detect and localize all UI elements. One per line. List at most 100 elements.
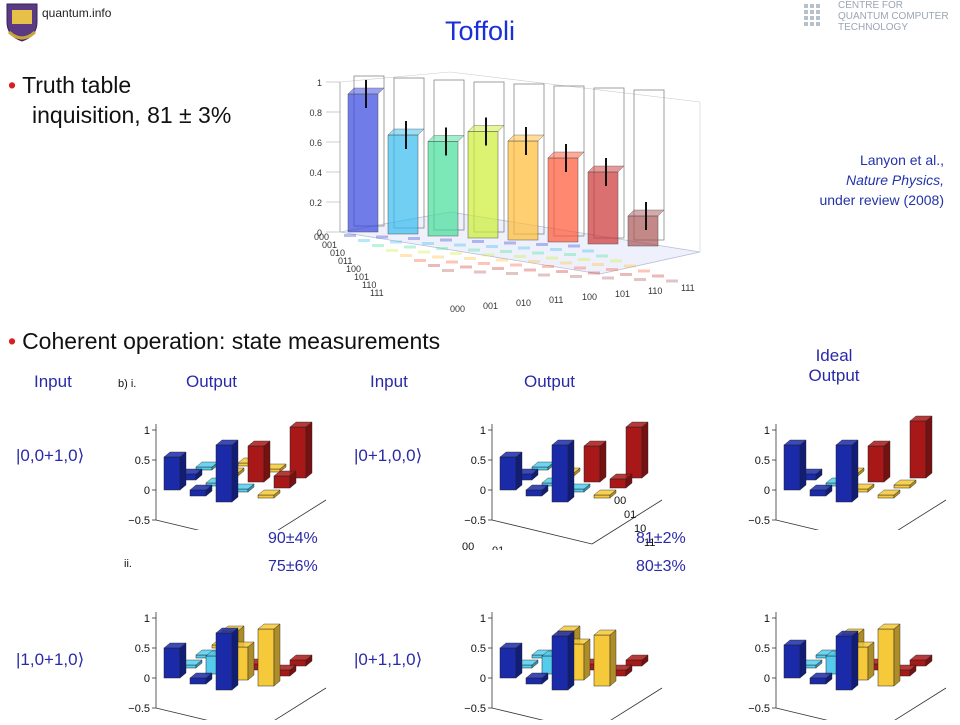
input-tick-label: 100 xyxy=(346,264,361,274)
z-tick-label: 0.5 xyxy=(471,455,486,467)
floor-cell xyxy=(582,249,594,253)
matrix-bar xyxy=(189,677,207,685)
floor-cell xyxy=(550,248,562,251)
z-tick-label: 0.5 xyxy=(135,643,150,655)
y-tick-label: 01 xyxy=(624,509,636,521)
matrix-bar-side xyxy=(583,638,591,681)
z-tick-label: −0.5 xyxy=(748,703,770,715)
label-ideal: Ideal Output xyxy=(798,346,870,386)
matrix-plot-r1-c1: 1 0.5 0 −0.5 xyxy=(112,390,332,545)
bullet-coherent-text: Coherent operation: state measurements xyxy=(22,328,441,354)
z-tick-label: 0.5 xyxy=(471,643,486,655)
output-tick-label: 010 xyxy=(516,298,531,308)
ket-row2-left: |1,0+1,0⟩ xyxy=(16,650,85,669)
floor-cell xyxy=(536,243,548,246)
matrix-bar-top xyxy=(583,440,607,447)
matrix-bar-top xyxy=(625,421,649,428)
university-crest-logo xyxy=(4,2,40,42)
matrix-bar xyxy=(783,444,801,491)
floor-cell xyxy=(436,247,448,250)
matrix-bar-top xyxy=(835,630,859,637)
matrix-bar-side xyxy=(231,439,239,503)
z-tick-label: 0 xyxy=(764,673,770,685)
floor-cell xyxy=(574,266,586,270)
bar xyxy=(467,131,499,239)
matrix-bar-side xyxy=(231,627,239,691)
z-tick-label: 1 xyxy=(144,613,150,625)
matrix-bar-side xyxy=(247,641,255,681)
matrix-bar xyxy=(583,445,601,483)
matrix-bar-side xyxy=(883,440,891,483)
z-tick-label: 0.8 xyxy=(309,108,322,118)
bar xyxy=(587,171,619,245)
matrix-bar-top xyxy=(877,623,901,630)
matrix-bar xyxy=(551,635,569,691)
floor-cell xyxy=(538,273,550,277)
matrix-bar-side xyxy=(305,421,313,479)
matrix-bar-top xyxy=(163,451,187,458)
z-tick-label: 0 xyxy=(480,485,486,497)
matrix-bar xyxy=(525,489,543,497)
matrix-bar-side xyxy=(609,629,617,687)
floor-cell xyxy=(528,260,540,263)
floor-cell xyxy=(560,261,572,265)
floor-cell xyxy=(592,263,604,266)
floor-cell xyxy=(524,268,536,272)
floor-cell xyxy=(358,239,370,242)
x-axis xyxy=(775,519,877,545)
floor-cell xyxy=(468,248,480,252)
matrix-bar xyxy=(257,494,275,499)
input-tick-label: 101 xyxy=(354,272,369,282)
bar xyxy=(507,140,539,241)
floor-cell xyxy=(390,240,402,244)
y-axis xyxy=(602,687,663,725)
matrix-bar-top xyxy=(551,439,575,446)
floor-cell xyxy=(652,274,664,278)
matrix-bar-top xyxy=(551,630,575,637)
matrix-bar xyxy=(247,445,265,483)
matrix-bar-top xyxy=(525,672,549,679)
matrix-bar xyxy=(893,484,911,489)
bar xyxy=(387,134,419,235)
panel-label-ii: ii. xyxy=(124,558,132,570)
floor-cell xyxy=(564,253,576,256)
matrix-bar xyxy=(163,456,181,491)
bar xyxy=(427,141,459,237)
logo-line2: QUANTUM COMPUTER xyxy=(838,11,949,22)
cqct-logo: CENTRE FOR QUANTUM COMPUTER TECHNOLOGY xyxy=(802,0,956,38)
bar xyxy=(347,93,379,233)
floor-cell xyxy=(496,258,508,262)
matrix-bar-top xyxy=(289,654,313,661)
z-tick-label: 0.6 xyxy=(309,138,322,148)
matrix-bar-side xyxy=(515,451,523,491)
matrix-bar xyxy=(867,445,885,483)
z-tick-label: 1 xyxy=(480,613,486,625)
matrix-bar-top xyxy=(593,489,617,496)
reference-line1: Lanyon et al., xyxy=(859,152,944,168)
matrix-bar-top xyxy=(163,642,187,649)
matrix-bar xyxy=(809,489,827,497)
y-tick-label: 11 xyxy=(644,537,655,549)
floor-cell xyxy=(634,278,646,281)
z-tick-label: 0.5 xyxy=(755,643,770,655)
x-tick-label: 00 xyxy=(462,541,474,550)
fidelity-row1-left: 90±4% xyxy=(268,530,318,547)
label-output-2: Output xyxy=(524,372,576,391)
matrix-bar-side xyxy=(567,630,575,691)
bullet-coherent: • Coherent operation: state measurements xyxy=(8,326,440,356)
reference-line3: under review (2008) xyxy=(819,192,944,208)
floor-cell xyxy=(442,269,454,272)
input-tick-label: 001 xyxy=(322,240,337,250)
floor-cell xyxy=(606,268,618,271)
output-tick-label: 000 xyxy=(450,304,465,314)
floor-cell xyxy=(532,251,544,255)
floor-cell xyxy=(432,255,444,259)
matrix-plot-r2-c2: 1 0.5 0 −0.5 xyxy=(448,578,668,725)
x-axis xyxy=(491,707,565,725)
matrix-bar-top xyxy=(289,421,313,428)
matrix-bar-side xyxy=(599,440,607,483)
z-tick-label: 1 xyxy=(764,613,770,625)
y-axis xyxy=(591,499,663,545)
logo-line1: CENTRE FOR xyxy=(838,0,903,11)
floor-cell xyxy=(638,269,650,273)
